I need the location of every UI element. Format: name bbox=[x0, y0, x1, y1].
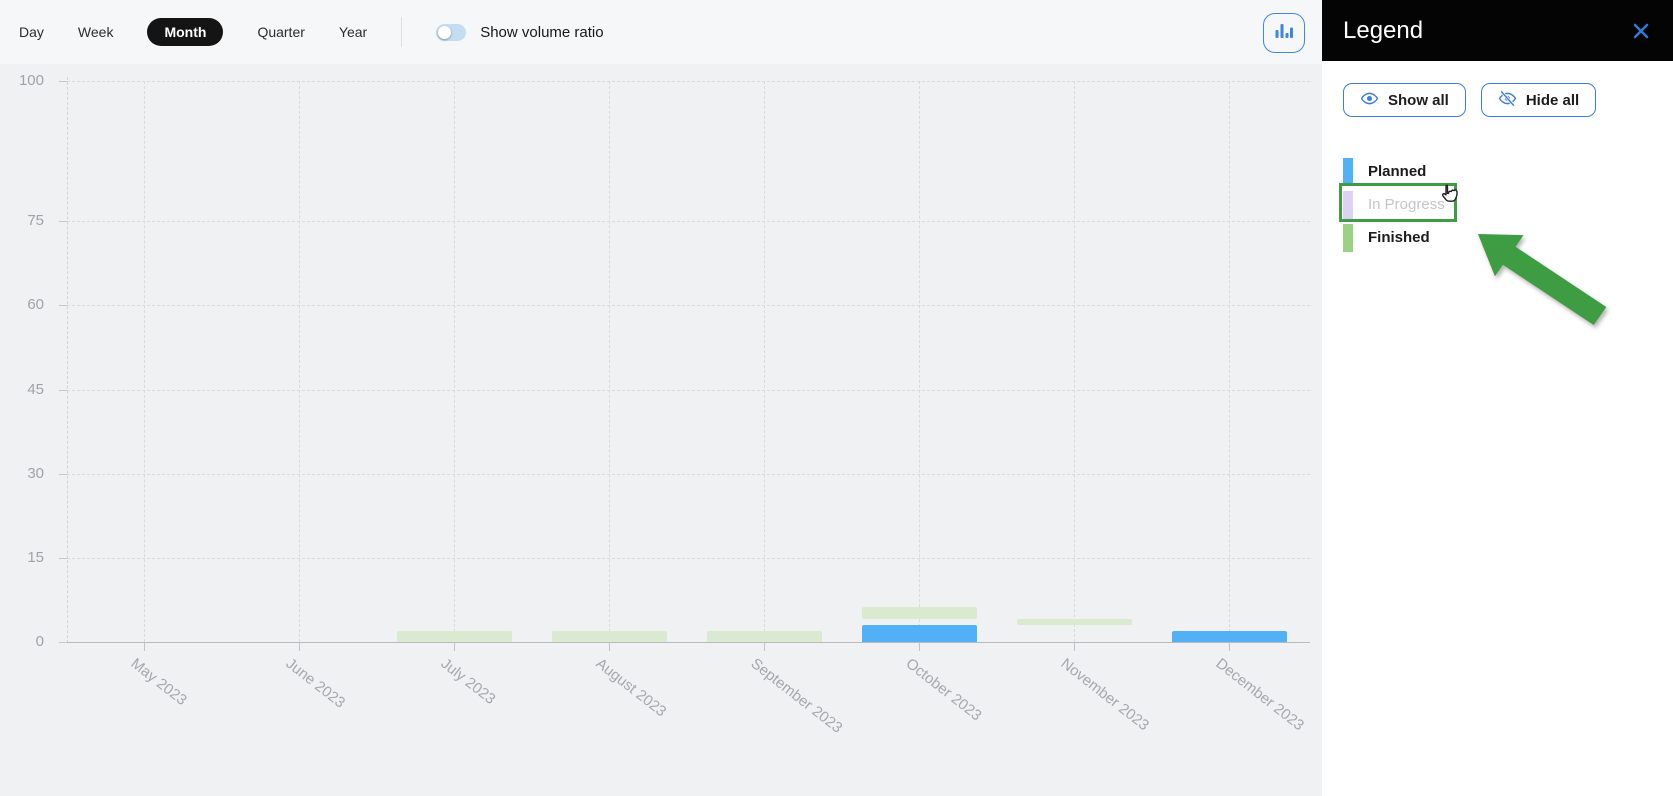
x-tick-label: August 2023 bbox=[592, 655, 670, 721]
period-tabs: Day Week Month Quarter Year Show volume rati… bbox=[19, 0, 604, 64]
x-tick-8 bbox=[1229, 642, 1230, 651]
y-tick-label: 60 bbox=[27, 296, 44, 314]
hide-all-button[interactable]: Hide all bbox=[1480, 83, 1597, 117]
y-tick-label: 45 bbox=[27, 380, 44, 398]
x-gridline-1 bbox=[144, 81, 145, 642]
x-tick-label: December 2023 bbox=[1212, 655, 1308, 735]
legend-actions: Show all Hide all bbox=[1343, 83, 1597, 117]
legend-panel: Legend Show all bbox=[1322, 0, 1673, 796]
bar-segment-finished-september[interactable] bbox=[706, 630, 822, 642]
y-tick-label: 15 bbox=[27, 548, 44, 566]
hide-all-label: Hide all bbox=[1525, 91, 1580, 109]
bar-chart-icon bbox=[1274, 21, 1294, 46]
x-tick-3 bbox=[454, 642, 455, 651]
bar-segment-finished-october[interactable] bbox=[861, 607, 977, 619]
bar-segment-finished-july[interactable] bbox=[396, 630, 512, 642]
legend-item-list: Planned In Progress Finished bbox=[1343, 155, 1445, 254]
bar-segment-planned-october[interactable] bbox=[861, 625, 977, 642]
x-gridline-6 bbox=[919, 81, 920, 642]
y-tick-30 bbox=[59, 473, 67, 475]
y-tick-label: 75 bbox=[27, 212, 44, 230]
x-tick-6 bbox=[919, 642, 920, 651]
legend-swatch bbox=[1343, 223, 1353, 252]
x-tick-5 bbox=[764, 642, 765, 651]
y-gridline-30 bbox=[67, 473, 1310, 475]
annotation-arrow bbox=[1478, 234, 1607, 325]
bar-segment-finished-november[interactable] bbox=[1016, 618, 1132, 626]
x-tick-label: July 2023 bbox=[437, 655, 499, 708]
bar-segment-planned-december[interactable] bbox=[1171, 630, 1287, 642]
x-gridline-5 bbox=[764, 81, 765, 642]
y-tick-75 bbox=[59, 221, 67, 223]
legend-swatch bbox=[1343, 157, 1353, 186]
legend-panel-header: Legend bbox=[1322, 0, 1673, 61]
close-icon[interactable] bbox=[1629, 19, 1653, 43]
legend-item-planned[interactable]: Planned bbox=[1343, 155, 1445, 188]
y-gridline-100 bbox=[67, 81, 1310, 82]
x-tick-7 bbox=[1074, 642, 1075, 651]
chart-type-button[interactable] bbox=[1263, 13, 1305, 53]
tab-week[interactable]: Week bbox=[77, 24, 114, 40]
x-gridline-8 bbox=[1229, 81, 1230, 642]
chart-region: Day Week Month Quarter Year Show volume rati… bbox=[0, 0, 1322, 796]
tab-year[interactable]: Year bbox=[338, 24, 368, 40]
tab-month[interactable]: Month bbox=[147, 18, 224, 46]
x-axis bbox=[60, 642, 1310, 643]
bar-segment-finished-august[interactable] bbox=[551, 630, 667, 642]
x-tick-label: May 2023 bbox=[127, 655, 190, 709]
y-gridline-75 bbox=[67, 221, 1310, 223]
x-tick-label: November 2023 bbox=[1057, 655, 1153, 735]
legend-panel-title: Legend bbox=[1343, 16, 1424, 44]
tab-quarter[interactable]: Quarter bbox=[257, 24, 305, 40]
y-tick-15 bbox=[59, 557, 67, 559]
x-gridline-4 bbox=[609, 81, 610, 642]
show-all-label: Show all bbox=[1388, 91, 1449, 109]
y-gridline-45 bbox=[67, 389, 1310, 391]
legend-item-finished[interactable]: Finished bbox=[1343, 221, 1445, 254]
x-tick-4 bbox=[609, 642, 610, 651]
x-tick-label: October 2023 bbox=[902, 655, 985, 725]
volume-ratio-label: Show volume ratio bbox=[480, 23, 604, 41]
legend-swatch bbox=[1343, 190, 1353, 219]
x-tick-label: June 2023 bbox=[282, 655, 349, 712]
y-axis bbox=[67, 77, 68, 643]
y-gridline-60 bbox=[67, 305, 1310, 307]
toolbar-divider bbox=[401, 17, 403, 47]
y-tick-0 bbox=[59, 642, 67, 643]
y-tick-label: 100 bbox=[18, 72, 44, 89]
x-tick-2 bbox=[299, 642, 300, 651]
toggle-knob bbox=[438, 25, 452, 39]
show-all-button[interactable]: Show all bbox=[1343, 83, 1466, 117]
y-tick-100 bbox=[59, 81, 67, 82]
x-gridline-3 bbox=[454, 81, 455, 642]
legend-item-label: Finished bbox=[1368, 229, 1430, 246]
volume-ratio-toggle[interactable] bbox=[436, 23, 467, 41]
legend-item-label: In Progress bbox=[1368, 196, 1445, 213]
tab-day[interactable]: Day bbox=[19, 24, 44, 40]
y-gridline-15 bbox=[67, 557, 1310, 559]
y-tick-label: 30 bbox=[27, 464, 44, 482]
x-gridline-2 bbox=[299, 81, 300, 642]
x-tick-1 bbox=[144, 642, 145, 651]
y-tick-45 bbox=[59, 389, 67, 391]
legend-item-label: Planned bbox=[1368, 163, 1427, 180]
legend-item-in-progress[interactable]: In Progress bbox=[1343, 188, 1445, 221]
x-gridline-7 bbox=[1074, 81, 1075, 642]
eye-icon bbox=[1360, 89, 1379, 112]
y-tick-label: 0 bbox=[35, 633, 44, 650]
y-tick-60 bbox=[59, 305, 67, 307]
x-tick-label: September 2023 bbox=[747, 655, 846, 737]
eye-off-icon bbox=[1498, 89, 1517, 112]
